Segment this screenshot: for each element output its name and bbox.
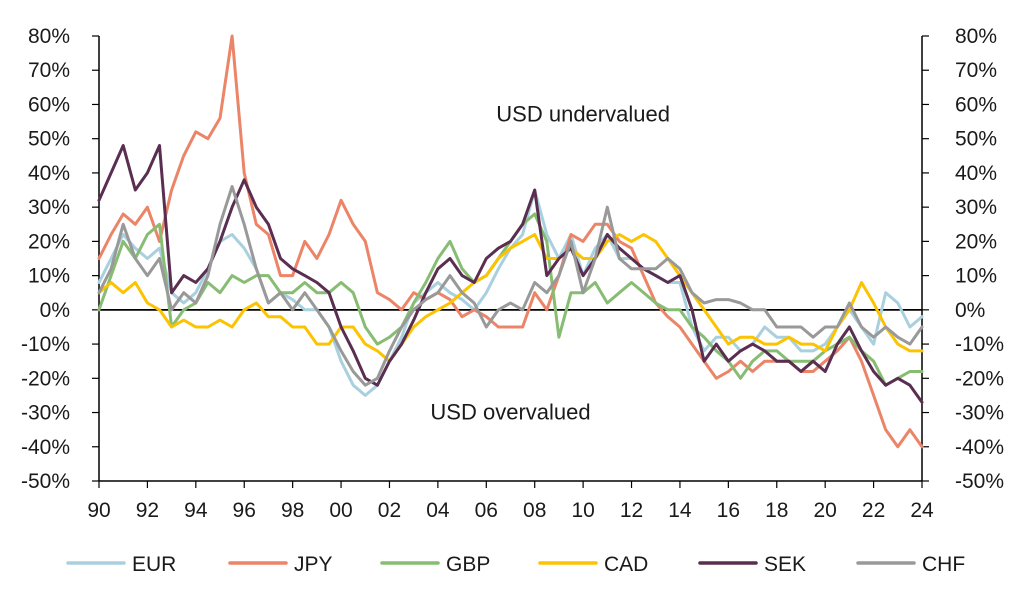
y-tick-label-right: 0% [955, 299, 985, 322]
series-line-sek [97, 144, 924, 404]
x-tick-label: 94 [184, 499, 208, 522]
y-tick-label-right: 50% [955, 128, 997, 151]
y-tick-label-right: -30% [955, 402, 1004, 425]
x-tick-label: 96 [233, 499, 256, 522]
x-tick-label: 20 [813, 499, 836, 522]
y-tick-label-left: 40% [28, 162, 70, 185]
x-tick-label: 04 [426, 499, 450, 522]
y-tick-label-right: 20% [955, 230, 997, 253]
series-line-chf [97, 185, 924, 387]
chart-legend: EUR JPY GBP CAD SEK CHF [66, 553, 965, 576]
y-tick-label-right: 60% [955, 93, 997, 116]
y-tick-label-left: 30% [28, 196, 70, 219]
x-tick-label: 18 [765, 499, 788, 522]
y-tick-label-left: -30% [21, 402, 70, 425]
y-tick-label-right: -40% [955, 436, 1004, 459]
legend-label-chf: CHF [922, 553, 965, 576]
x-tick-label: 22 [862, 499, 885, 522]
y-tick-label-left: -40% [21, 436, 70, 459]
legend-label-sek: SEK [764, 553, 806, 576]
y-tick-label-right: 80% [955, 25, 997, 48]
y-tick-label-right: 30% [955, 196, 997, 219]
y-tick-label-right: 70% [955, 59, 997, 82]
legend-label-jpy: JPY [294, 553, 333, 576]
legend-label-eur: EUR [132, 553, 176, 576]
x-tick-label: 14 [668, 499, 692, 522]
y-tick-label-right: -20% [955, 367, 1004, 390]
y-tick-label-left: 80% [28, 25, 70, 48]
x-tick-label: 10 [571, 499, 594, 522]
y-tick-label-left: 70% [28, 59, 70, 82]
y-tick-label-left: -10% [21, 333, 70, 356]
x-tick-label: 16 [717, 499, 740, 522]
annotation-usd-overvalued: USD overvalued [430, 399, 590, 424]
series-lines [97, 34, 924, 449]
y-tick-label-right: 40% [955, 162, 997, 185]
y-tick-label-right: 10% [955, 265, 997, 288]
chart-annotations: USD undervalued USD overvalued [430, 102, 670, 425]
series-line-cad [97, 233, 924, 363]
y-tick-label-left: -20% [21, 367, 70, 390]
y-tick-label-left: -50% [21, 470, 70, 493]
x-tick-label: 02 [378, 499, 401, 522]
annotation-usd-undervalued: USD undervalued [496, 102, 670, 127]
x-tick-label: 98 [281, 499, 304, 522]
y-tick-label-right: -10% [955, 333, 1004, 356]
legend-label-cad: CAD [604, 553, 648, 576]
x-tick-label: 12 [620, 499, 643, 522]
x-tick-label: 00 [329, 499, 352, 522]
y-tick-label-right: -50% [955, 470, 1004, 493]
x-tick-label: 24 [910, 499, 934, 522]
x-tick-label: 08 [523, 499, 546, 522]
chart-axes: -50% -50% -40% -40% -30% -30% -20% -20% -10% -10%… [21, 25, 1004, 522]
legend-label-gbp: GBP [446, 553, 490, 576]
x-tick-label: 92 [136, 499, 159, 522]
y-tick-label-left: 20% [28, 230, 70, 253]
y-tick-label-left: 0% [40, 299, 70, 322]
x-tick-label: 90 [87, 499, 110, 522]
y-tick-label-left: 50% [28, 128, 70, 151]
x-tick-label: 06 [475, 499, 498, 522]
y-tick-label-left: 60% [28, 93, 70, 116]
y-tick-label-left: 10% [28, 265, 70, 288]
